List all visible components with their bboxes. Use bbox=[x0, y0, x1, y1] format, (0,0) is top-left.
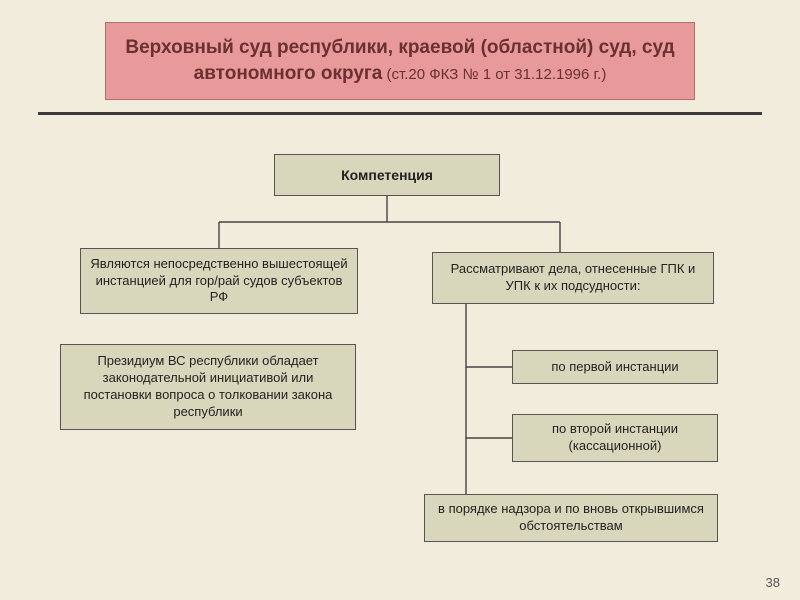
title-box: Верховный суд республики, краевой (облас… bbox=[105, 22, 695, 100]
box-right2: по первой инстанции bbox=[512, 350, 718, 384]
box-left1: Являются непосредственно вышестоящей инс… bbox=[80, 248, 358, 314]
box-left2: Президиум ВС республики обладает законод… bbox=[60, 344, 356, 430]
title-sub: (ст.20 ФКЗ № 1 от 31.12.1996 г.) bbox=[382, 66, 606, 83]
box-right1: Рассматривают дела, отнесенные ГПК и УПК… bbox=[432, 252, 714, 304]
box-competence: Компетенция bbox=[274, 154, 500, 196]
title-text: Верховный суд республики, краевой (облас… bbox=[124, 35, 676, 86]
box-right4: в порядке надзора и по вновь открывшимся… bbox=[424, 494, 718, 542]
horizontal-rule bbox=[38, 112, 762, 115]
box-right3: по второй инстанции (кассационной) bbox=[512, 414, 718, 462]
page-number: 38 bbox=[766, 575, 780, 590]
